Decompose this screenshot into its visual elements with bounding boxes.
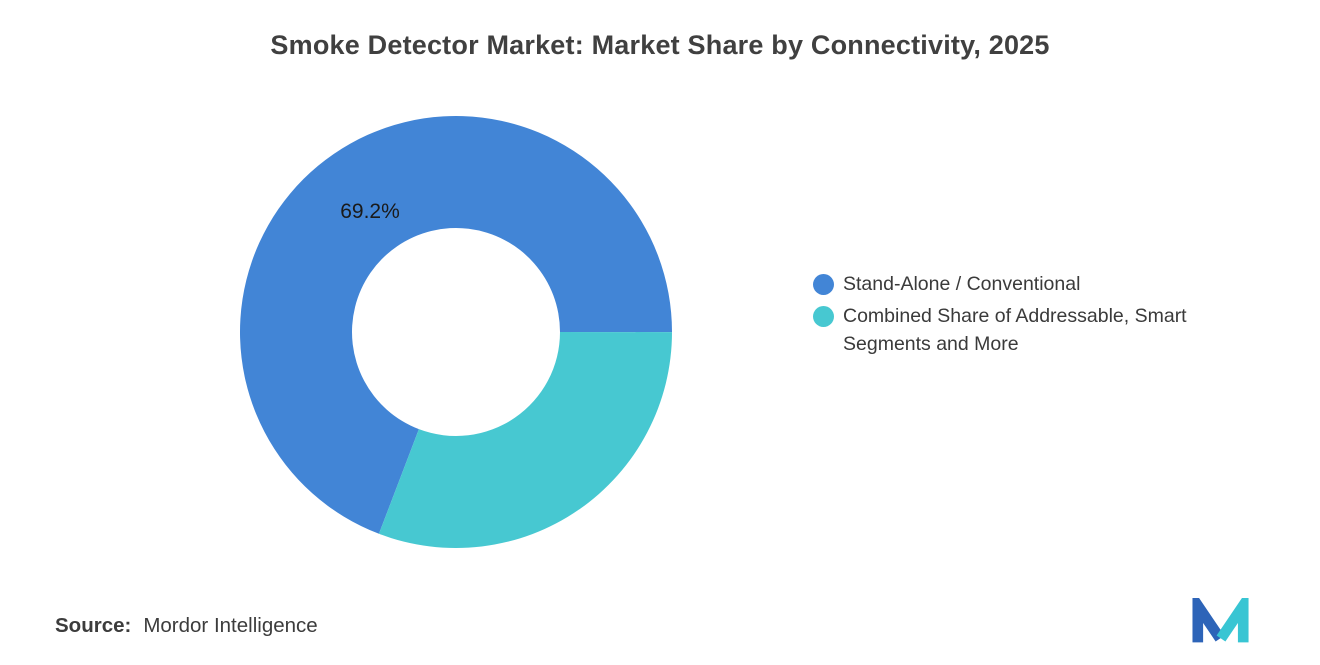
logo-m-icon: [1192, 588, 1249, 643]
source-line: Source: Mordor Intelligence: [55, 614, 318, 638]
donut-chart-area: 69.2%: [236, 112, 676, 552]
chart-title: Smoke Detector Market: Market Share by C…: [270, 30, 1050, 60]
legend-item-stand-alone[interactable]: Stand-Alone / Conventional: [813, 270, 1253, 298]
legend-item-combined-share[interactable]: Combined Share of Addressable, Smart Seg…: [813, 302, 1253, 358]
slice-value-label: 69.2%: [340, 200, 400, 223]
logo-right-stroke: [1216, 588, 1249, 643]
source-value: Mordor Intelligence: [143, 614, 318, 637]
source-label: Source:: [55, 614, 132, 637]
legend-label: Stand-Alone / Conventional: [843, 273, 1081, 295]
logo-left-stroke: [1192, 588, 1225, 643]
donut-chart: [239, 115, 672, 548]
legend-label: Combined Share of Addressable, Smart Seg…: [843, 305, 1187, 355]
donut-slice[interactable]: [378, 332, 672, 548]
legend-marker-icon: [813, 306, 834, 327]
donut-slice[interactable]: [239, 115, 672, 534]
legend: Stand-Alone / Conventional Combined Shar…: [813, 270, 1253, 358]
mordor-intelligence-logo: [1192, 588, 1250, 648]
legend-marker-icon: [813, 274, 834, 295]
